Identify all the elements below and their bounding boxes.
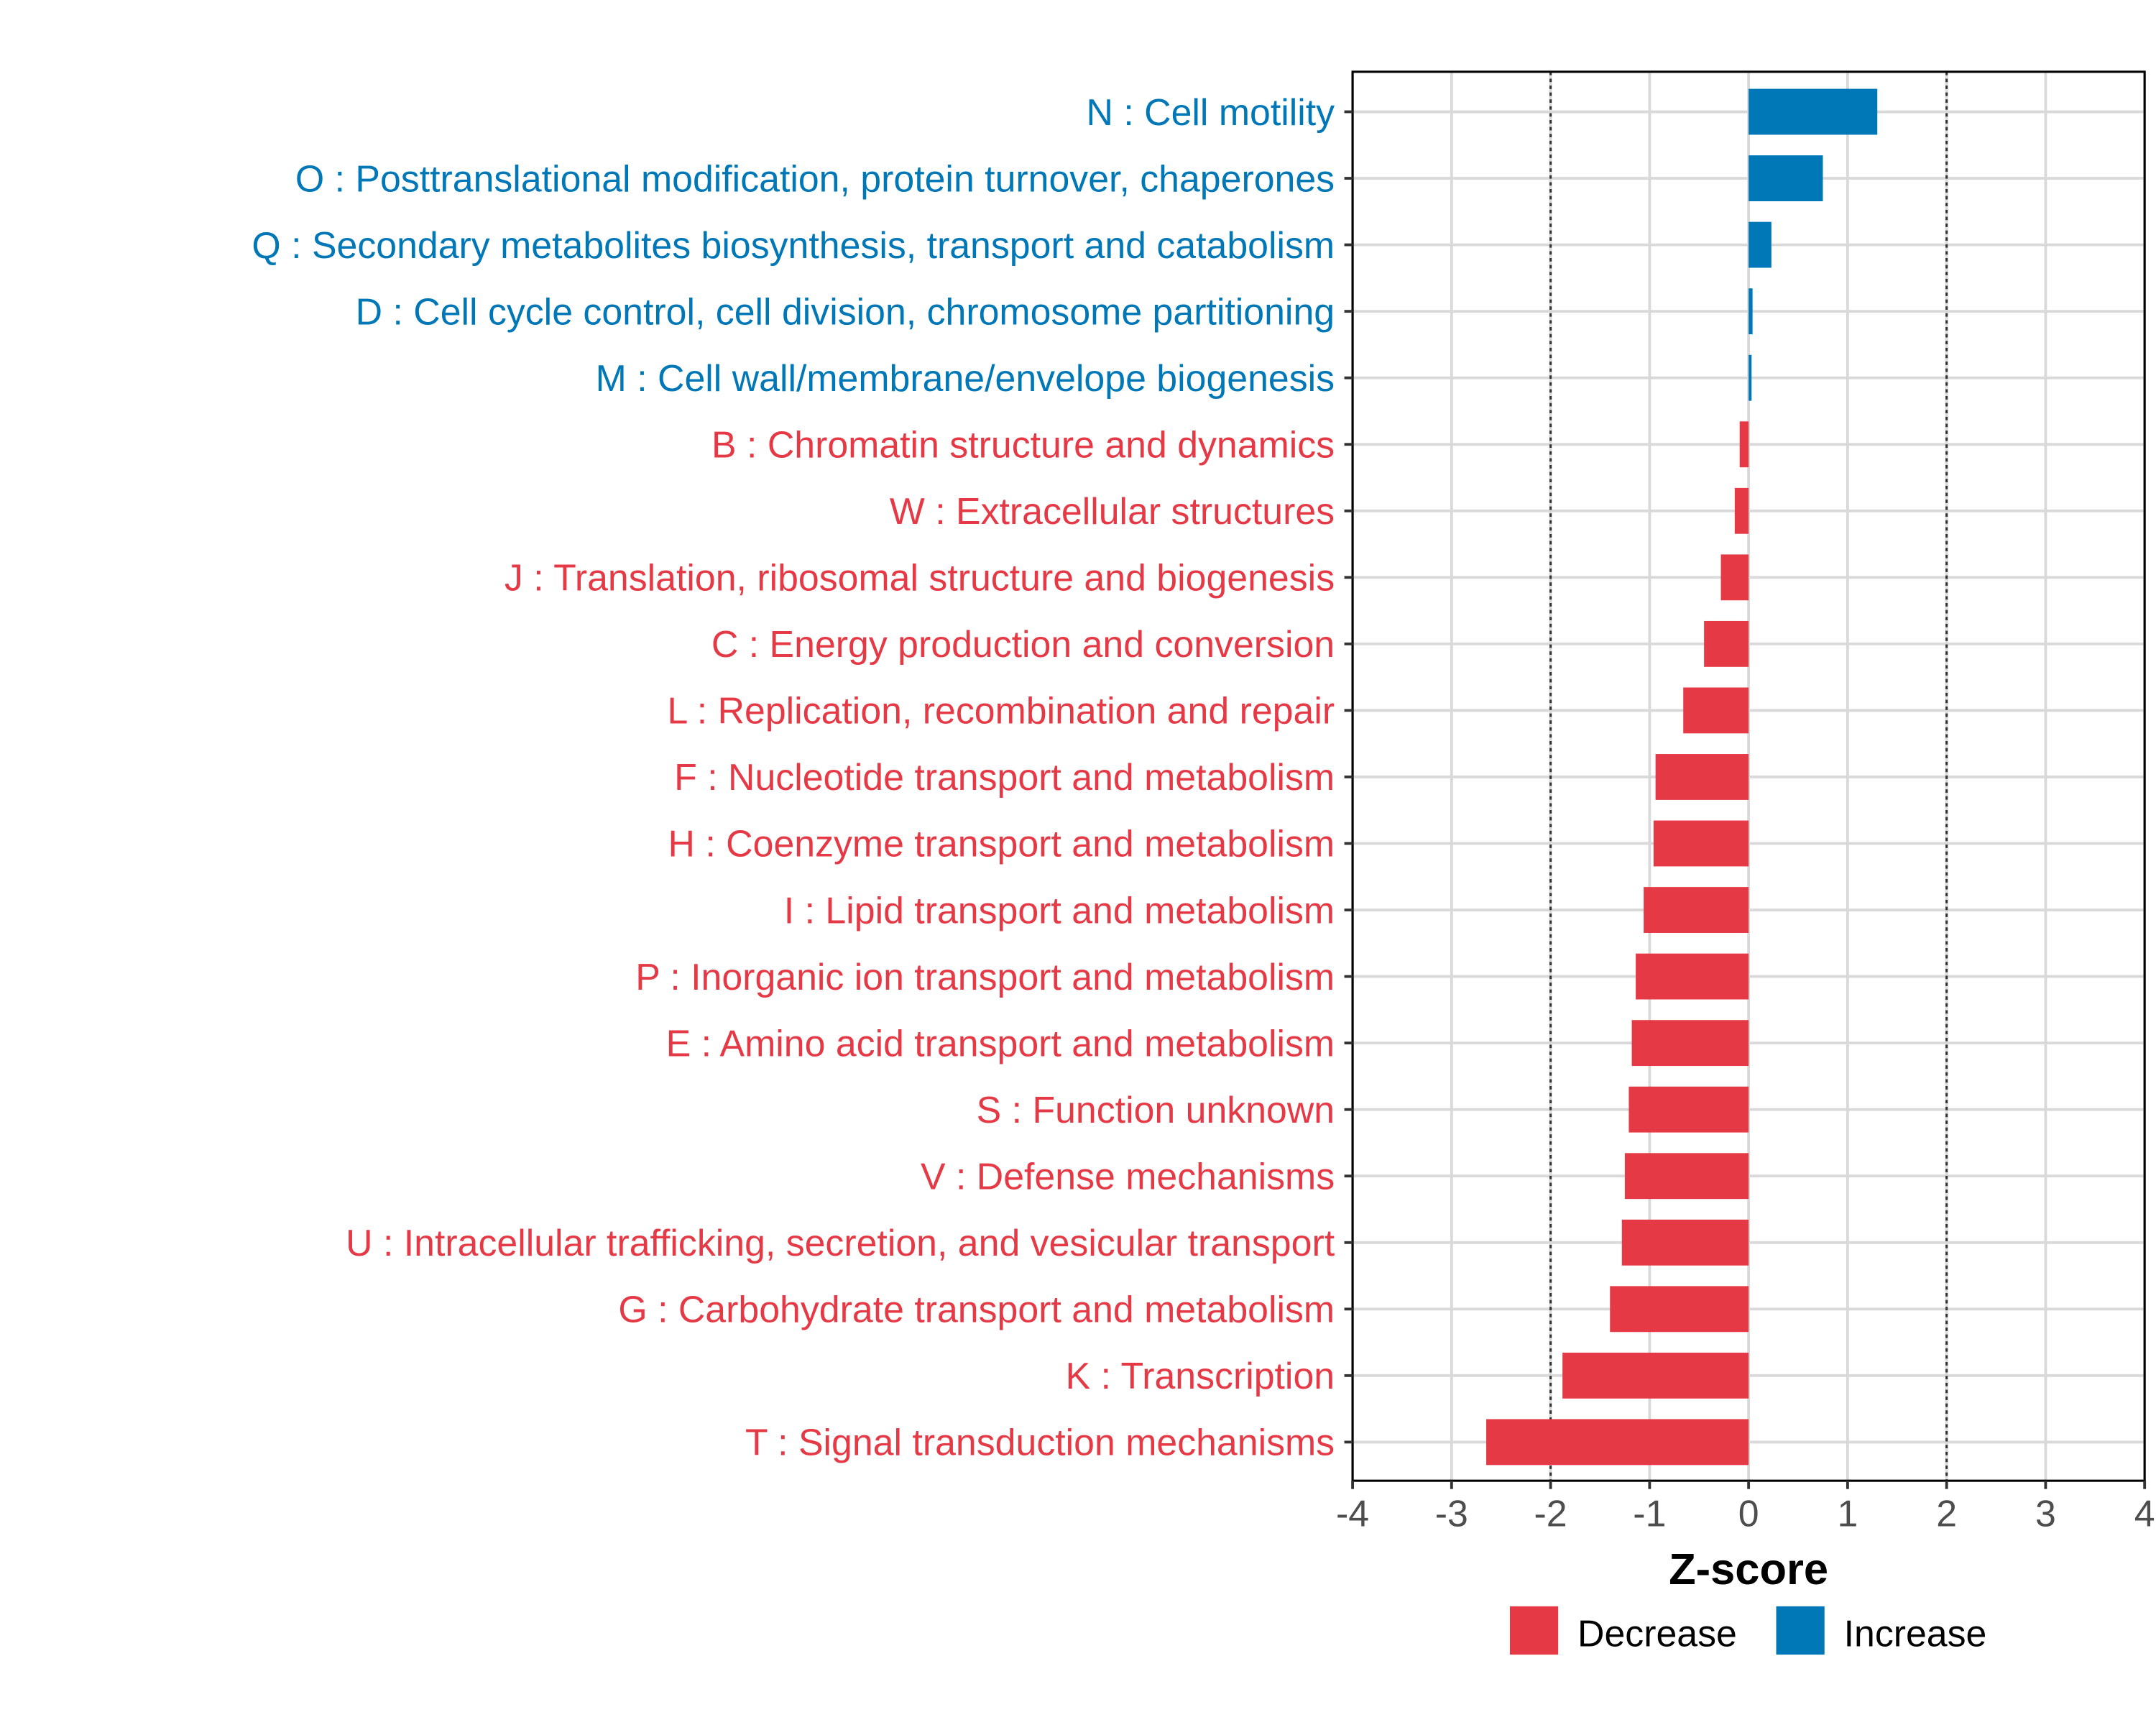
category-label: C : Energy production and conversion (711, 623, 1335, 665)
category-label: N : Cell motility (1087, 91, 1335, 133)
category-label: K : Transcription (1066, 1355, 1335, 1397)
x-tick-label: 2 (1936, 1493, 1957, 1535)
x-tick-label: -1 (1633, 1493, 1666, 1535)
bar (1486, 1419, 1749, 1466)
bar (1749, 288, 1753, 335)
bars (1486, 88, 1878, 1466)
legend-label-increase: Increase (1844, 1613, 1987, 1655)
bar (1720, 554, 1749, 601)
legend-swatch-increase (1776, 1606, 1825, 1655)
bar (1749, 354, 1752, 401)
bar (1636, 953, 1749, 1000)
bar (1655, 754, 1749, 800)
bar (1631, 1020, 1749, 1067)
bar (1749, 155, 1823, 201)
x-axis-ticks (1351, 1481, 2147, 1489)
category-label: E : Amino acid transport and metabolism (666, 1022, 1335, 1064)
category-label: H : Coenzyme transport and metabolism (668, 823, 1335, 865)
x-axis-labels: -4 -3 -2 -1 0 1 2 3 4 (1336, 1493, 2155, 1535)
x-tick-label: -2 (1534, 1493, 1567, 1535)
y-axis-labels: N : Cell motility O : Posttranslational m… (252, 91, 1335, 1463)
legend-label-decrease: Decrease (1577, 1613, 1737, 1655)
x-tick-label: -4 (1336, 1493, 1369, 1535)
y-axis-ticks (1344, 110, 1353, 1444)
category-label: O : Posttranslational modification, prot… (295, 157, 1335, 199)
bar (1734, 487, 1749, 534)
bar (1653, 820, 1749, 867)
category-label: G : Carbohydrate transport and metabolis… (618, 1289, 1335, 1330)
reference-lines (1549, 71, 1948, 1481)
bar (1610, 1286, 1749, 1333)
category-label: F : Nucleotide transport and metabolism (674, 756, 1335, 798)
category-label: B : Chromatin structure and dynamics (711, 423, 1335, 465)
bar (1683, 687, 1749, 734)
category-label: T : Signal transduction mechanisms (745, 1422, 1335, 1463)
bar (1749, 88, 1878, 135)
x-tick-label: 3 (2035, 1493, 2056, 1535)
category-label: J : Translation, ribosomal structure and… (505, 557, 1335, 599)
category-label: D : Cell cycle control, cell division, c… (356, 290, 1335, 332)
bar (1628, 1086, 1749, 1133)
x-axis-title: Z-score (1669, 1545, 1828, 1594)
category-label: U : Intracellular trafficking, secretion… (346, 1222, 1335, 1264)
category-label: V : Defense mechanisms (921, 1155, 1335, 1197)
bar (1739, 421, 1749, 468)
category-label: I : Lipid transport and metabolism (784, 889, 1335, 931)
category-label: Q : Secondary metabolites biosynthesis, … (252, 224, 1335, 266)
category-label: W : Extracellular structures (890, 490, 1335, 532)
legend-swatch-decrease (1509, 1606, 1559, 1655)
category-label: M : Cell wall/membrane/envelope biogenes… (596, 357, 1335, 399)
category-label: P : Inorganic ion transport and metaboli… (635, 956, 1335, 998)
legend: Decrease Increase (1509, 1606, 1987, 1655)
bar (1621, 1219, 1749, 1266)
bar (1644, 887, 1749, 933)
x-tick-label: -3 (1435, 1493, 1468, 1535)
bar (1624, 1153, 1749, 1200)
bar (1704, 620, 1749, 667)
x-tick-label: 4 (2134, 1493, 2155, 1535)
category-label: L : Replication, recombination and repai… (667, 690, 1335, 732)
x-tick-label: 0 (1738, 1493, 1759, 1535)
category-label: S : Function unknown (977, 1089, 1335, 1131)
x-tick-label: 1 (1837, 1493, 1858, 1535)
bar (1749, 221, 1772, 268)
bar (1562, 1352, 1749, 1399)
